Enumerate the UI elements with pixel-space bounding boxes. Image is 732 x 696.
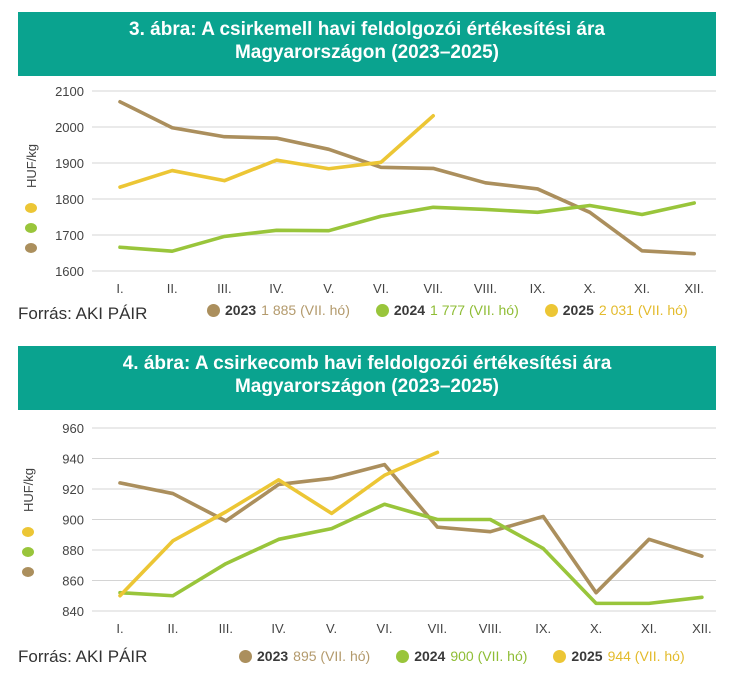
legend-2023-marker (239, 649, 252, 663)
x-tick-label: II. (167, 621, 178, 636)
legend-2024: 2024 1 777 (VII. hó) (375, 302, 519, 318)
x-tick-label: I. (116, 621, 123, 636)
x-tick-label: VII. (423, 281, 443, 296)
y-tick-label: 1900 (55, 156, 84, 171)
y-tick-label: 960 (62, 421, 84, 436)
legend-2023-value: 1 885 (VII. hó) (261, 302, 350, 318)
legend-2024: 2024 900 (VII. hó) (396, 648, 527, 664)
x-tick-label: IX. (535, 621, 551, 636)
y-tick-label: 900 (62, 513, 84, 528)
y-tick-label: 920 (62, 482, 84, 497)
y-axis-label: HUF/kg (24, 144, 39, 188)
y-axis-legend-dot-2023 (25, 243, 37, 253)
legend-2023: 2023 895 (VII. hó) (239, 648, 370, 664)
x-tick-label: III. (219, 621, 233, 636)
x-tick-label: V. (323, 281, 334, 296)
y-tick-label: 860 (62, 574, 84, 589)
x-tick-label: X. (590, 621, 602, 636)
chart1-title: 3. ábra: A csirkemell havi feldolgozói é… (18, 12, 716, 76)
legend-2025: 2025 2 031 (VII. hó) (544, 302, 688, 318)
legend-2024-marker (396, 649, 410, 663)
y-tick-label: 840 (62, 604, 84, 619)
series-line-2024 (118, 201, 697, 253)
x-tick-label: VI. (373, 281, 389, 296)
y-axis-legend-dot-2024 (25, 223, 37, 233)
legend-2025-marker (544, 303, 558, 317)
y-axis-legend-dot-2025 (25, 203, 37, 213)
legend-2024-marker (375, 303, 389, 317)
series-line-2025 (118, 450, 440, 598)
legend-2024-year: 2024 (414, 648, 446, 664)
series-line-2024 (118, 502, 704, 606)
legend-2023-marker (207, 303, 220, 317)
chart1-title-line2: Magyarországon (2023–2025) (234, 42, 499, 63)
x-tick-label: I. (116, 281, 123, 296)
chart2-source: Forrás: AKI PÁIR (18, 647, 148, 666)
legend-2025-year: 2025 (562, 302, 594, 318)
chart1-source: Forrás: AKI PÁIR (18, 304, 148, 323)
y-axis-legend-dot-2023 (22, 567, 34, 577)
y-tick-label: 1600 (55, 264, 84, 279)
chart1-legend: 2023 1 885 (VII. hó) 2024 1 777 (VII. hó… (207, 302, 688, 318)
legend-2024-year: 2024 (393, 302, 426, 318)
x-tick-label: III. (217, 281, 231, 296)
y-axis-label: HUF/kg (21, 468, 36, 512)
y-tick-label: 1800 (55, 192, 84, 207)
x-tick-label: VI. (377, 621, 393, 636)
x-tick-label: VIII. (474, 281, 497, 296)
legend-2024-value: 900 (VII. hó) (450, 648, 528, 664)
legend-2025-marker (553, 649, 567, 663)
y-tick-label: 2100 (55, 84, 84, 99)
legend-2023: 2023 1 885 (VII. hó) (207, 302, 350, 318)
series-line-2025 (118, 114, 436, 189)
legend-2023-year: 2023 (257, 648, 289, 664)
x-tick-label: XI. (641, 621, 657, 636)
legend-2025: 2025 944 (VII. hó) (553, 648, 685, 664)
x-tick-label: V. (326, 621, 337, 636)
x-tick-label: XII. (684, 281, 704, 296)
x-tick-label: IV. (271, 621, 286, 636)
x-tick-label: II. (167, 281, 178, 296)
y-tick-label: 2000 (55, 120, 84, 135)
y-axis-legend-dot-2024 (22, 547, 34, 557)
x-tick-label: VII. (428, 621, 448, 636)
series-line-2023 (118, 100, 697, 256)
chart2-title-line2: Magyarországon (2023–2025) (234, 376, 499, 397)
legend-2025-year: 2025 (571, 648, 603, 664)
y-tick-label: 1700 (55, 228, 84, 243)
y-tick-label: 940 (62, 452, 84, 467)
y-tick-label: 880 (62, 543, 84, 558)
x-tick-label: IV. (269, 281, 284, 296)
chart1-plot: 1600 1700 1800 1900 2000 2100 I. II. III. IV. V. VI… (24, 84, 716, 296)
chart1-title-line1: 3. ábra: A csirkemell havi feldolgozói é… (129, 19, 605, 40)
x-tick-label: VIII. (479, 621, 502, 636)
x-tick-label: IX. (530, 281, 546, 296)
legend-2025-value: 2 031 (VII. hó) (598, 302, 688, 318)
x-tick-label: XI. (634, 281, 650, 296)
x-tick-label: X. (584, 281, 596, 296)
legend-2025-value: 944 (VII. hó) (607, 648, 685, 664)
chart2-title: 4. ábra: A csirkecomb havi feldolgozói é… (18, 346, 716, 410)
legend-2024-value: 1 777 (VII. hó) (430, 302, 519, 318)
legend-2023-value: 895 (VII. hó) (293, 648, 371, 664)
y-axis-legend-dot-2025 (22, 527, 34, 537)
legend-2023-year: 2023 (225, 302, 257, 318)
chart2-title-line1: 4. ábra: A csirkecomb havi feldolgozói é… (122, 353, 612, 374)
chart2-legend: 2023 895 (VII. hó) 2024 900 (VII. hó) 20… (239, 648, 685, 664)
x-tick-label: XII. (692, 621, 712, 636)
